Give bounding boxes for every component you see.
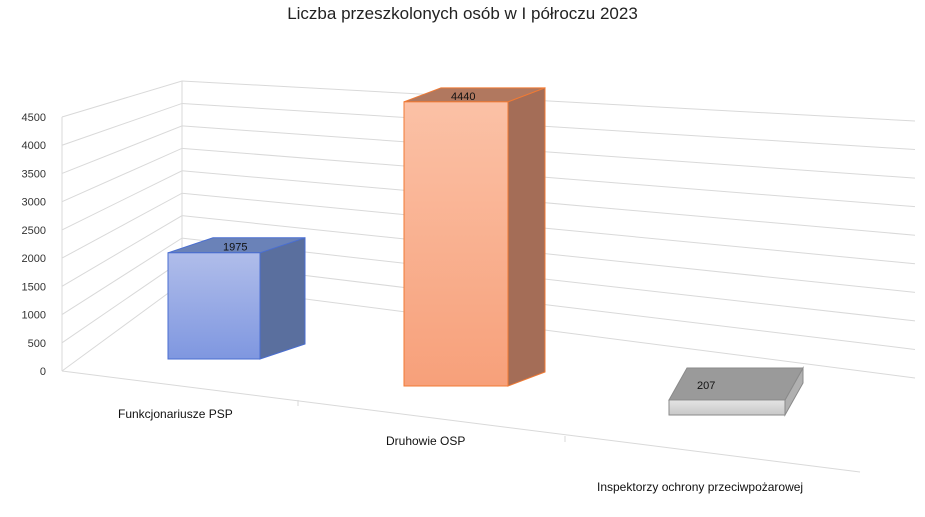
category-label-2: Inspektorzy ochrony przeciwpożarowej xyxy=(597,480,803,494)
y-tick-label: 3500 xyxy=(22,168,46,180)
y-tick-label: 4000 xyxy=(22,140,46,152)
bar-2 xyxy=(668,399,786,416)
y-tick-label: 1000 xyxy=(22,310,46,322)
data-label-1: 4440 xyxy=(451,91,475,103)
y-tick-label: 500 xyxy=(28,338,46,350)
y-tick-label: 3000 xyxy=(22,197,46,209)
bar-0 xyxy=(167,252,261,360)
floor-front-edge xyxy=(61,370,861,473)
data-label-2: 207 xyxy=(697,380,715,392)
bar-1 xyxy=(403,101,509,387)
category-label-1: Druhowie OSP xyxy=(386,434,465,448)
bar-side-0 xyxy=(259,237,306,360)
category-label-0: Funkcjonariusze PSP xyxy=(118,407,233,421)
y-tick-label: 1500 xyxy=(22,281,46,293)
y-tick-label: 2000 xyxy=(22,253,46,265)
data-label-0: 1975 xyxy=(223,241,247,253)
y-tick-label: 0 xyxy=(40,366,46,378)
y-tick-label: 2500 xyxy=(22,225,46,237)
chart-title: Liczba przeszkolonych osób w I półroczu … xyxy=(287,4,638,23)
y-tick-label: 4500 xyxy=(22,112,46,124)
bar-top-2 xyxy=(668,367,804,401)
bar-side-1 xyxy=(507,87,546,387)
